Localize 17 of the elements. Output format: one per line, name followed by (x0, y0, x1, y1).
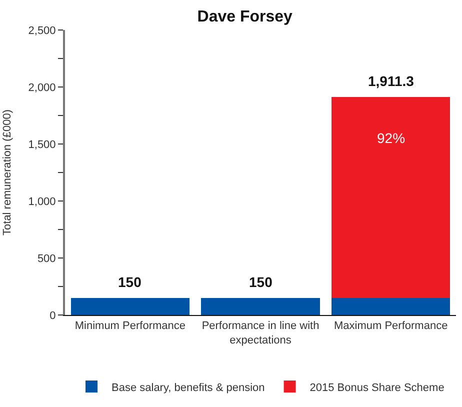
total-label: 150 (249, 274, 273, 290)
chart-title: Dave Forsey (197, 8, 293, 26)
annotation: 92% (377, 130, 406, 146)
y-tick-label: 1,500 (28, 138, 56, 151)
y-tick-label: 2,000 (28, 82, 56, 94)
y-tick-label: 2,500 (28, 24, 56, 37)
y-axis-title: Total remuneration (£000) (1, 110, 14, 236)
y-tick-label: 500 (37, 252, 56, 265)
legend-label: 2015 Bonus Share Scheme (310, 382, 444, 394)
y-tick-label: 1,000 (28, 196, 56, 208)
total-label: 1,911.3 (368, 73, 414, 89)
y-tick-label: 0 (50, 310, 56, 322)
x-tick-label: Maximum Performance (334, 320, 448, 332)
legend-label: Base salary, benefits & pension (112, 382, 265, 394)
x-tick-label: Minimum Performance (74, 320, 186, 332)
x-tick-label: Performance in line with expectations (202, 320, 320, 346)
total-label: 150 (118, 274, 142, 290)
